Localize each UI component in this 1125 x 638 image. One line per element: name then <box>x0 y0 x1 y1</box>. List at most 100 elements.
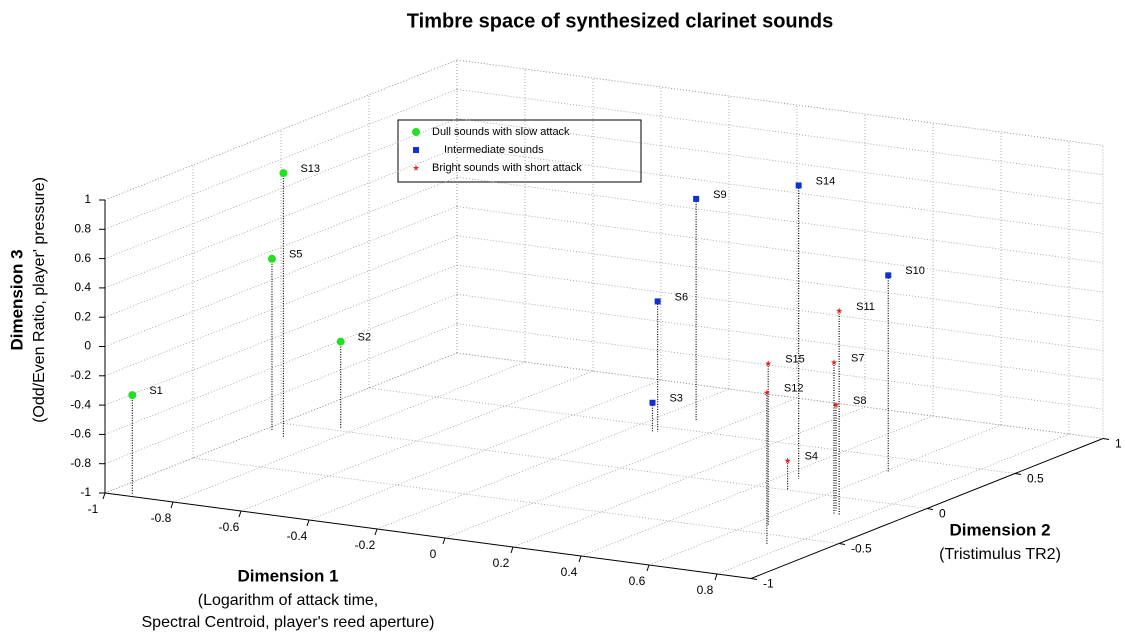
x-tick-label: 0 <box>430 547 437 561</box>
y-axis <box>750 438 1104 579</box>
grid-line <box>280 422 928 509</box>
point-label: S5 <box>289 249 302 261</box>
grid-line <box>648 424 1002 566</box>
chart-title: Timbre space of synthesized clarinet sou… <box>407 10 833 32</box>
grid-line <box>104 264 458 406</box>
tick-mark <box>102 492 106 500</box>
tick-mark <box>1014 473 1022 475</box>
point-label: S6 <box>675 291 688 303</box>
x-tick-label: -0.8 <box>151 511 172 525</box>
grid-line <box>104 59 458 201</box>
z-tick-label: 0 <box>84 339 91 353</box>
z-tick-label: 1 <box>84 192 91 206</box>
point-label: S10 <box>905 265 925 277</box>
tick-mark <box>510 546 514 554</box>
point <box>832 401 840 408</box>
grid-line <box>104 294 458 435</box>
legend: Dull sounds with slow attack Intermediate… <box>397 119 642 183</box>
grid-line <box>716 433 1070 575</box>
legend-box <box>397 119 642 183</box>
point-label: S7 <box>851 352 864 364</box>
point <box>835 307 843 314</box>
point-label: S3 <box>669 393 682 405</box>
x-axis-note: (Logarithm of attack time, <box>198 592 379 609</box>
tick-mark <box>750 578 758 580</box>
grid-line <box>104 88 458 230</box>
point <box>654 298 661 305</box>
tick-mark <box>374 528 378 536</box>
grid-line <box>240 370 594 512</box>
point <box>830 359 838 366</box>
z-tick-label: -0.8 <box>70 456 91 470</box>
tick-mark <box>1102 438 1110 440</box>
grid-line <box>456 352 1104 439</box>
y-tick-label: 0.5 <box>1027 472 1044 486</box>
point-label: S4 <box>805 451 818 463</box>
grid-line <box>456 206 1104 293</box>
point-label: S15 <box>785 354 805 366</box>
grid-line <box>456 88 1104 176</box>
z-tick-label: -0.6 <box>70 427 91 441</box>
point <box>885 272 892 279</box>
point-label: S14 <box>816 175 836 187</box>
z-tick-label: 0.6 <box>74 251 91 265</box>
point-label: S2 <box>358 332 371 344</box>
point <box>413 147 419 153</box>
grid-line <box>376 388 730 530</box>
z-axis-note: (Odd/Even Ratio, player' pressure) <box>31 177 48 423</box>
point <box>763 389 771 396</box>
grid-line <box>104 176 458 318</box>
tick-mark <box>238 510 242 518</box>
tick-mark <box>646 564 650 572</box>
point <box>784 457 791 464</box>
legend-label: Bright sounds with short attack <box>432 162 582 174</box>
x-tick-label: -0.4 <box>287 529 308 543</box>
x-axis-label: Dimension 1 <box>237 566 338 585</box>
grid-line <box>104 352 458 494</box>
point-label: S13 <box>300 163 320 175</box>
grid-line <box>104 323 458 465</box>
x-tick-label: -0.2 <box>355 538 376 552</box>
y-axis-note: (Tristimulus TR2) <box>939 546 1061 563</box>
grid-line <box>456 264 1104 351</box>
grid-line <box>104 118 458 259</box>
legend-label: Intermediate sounds <box>444 144 544 156</box>
point <box>693 195 700 202</box>
tick-mark <box>578 555 582 563</box>
tick-mark <box>442 537 446 545</box>
grid-line <box>368 387 1016 474</box>
point <box>412 164 420 171</box>
z-tick-label: 0.8 <box>74 221 91 235</box>
grid-line <box>456 118 1104 205</box>
point-label: S12 <box>784 383 804 395</box>
x-tick-label: 0.6 <box>629 574 646 588</box>
tick-mark <box>838 543 846 545</box>
grid-line <box>104 147 458 289</box>
z-tick-label: -1 <box>80 485 91 499</box>
tick-mark <box>926 508 934 510</box>
point <box>795 182 802 189</box>
grid-line <box>456 352 1104 439</box>
point-label: S9 <box>713 189 726 201</box>
point <box>649 399 656 406</box>
grid-line <box>456 323 1104 410</box>
grid-line <box>456 59 1104 146</box>
z-tick-label: 0.2 <box>74 309 91 323</box>
grid-line <box>104 206 458 347</box>
z-tick-label: -0.4 <box>70 397 91 411</box>
point <box>267 254 276 263</box>
z-tick-label: 0.4 <box>74 280 91 294</box>
y-axis-label: Dimension 2 <box>949 520 1050 539</box>
x-tick-label: -0.6 <box>219 520 240 534</box>
x-tick-label: 0.8 <box>697 583 714 597</box>
grid-line <box>456 176 1104 264</box>
legend-label: Dull sounds with slow attack <box>432 126 570 138</box>
tick-mark <box>714 573 718 581</box>
point <box>412 128 420 136</box>
box-edge <box>456 352 1104 439</box>
y-tick-label: 0 <box>939 507 946 521</box>
point-label: S11 <box>856 301 875 313</box>
point-label: S1 <box>149 385 162 397</box>
grid-line <box>456 147 1104 234</box>
